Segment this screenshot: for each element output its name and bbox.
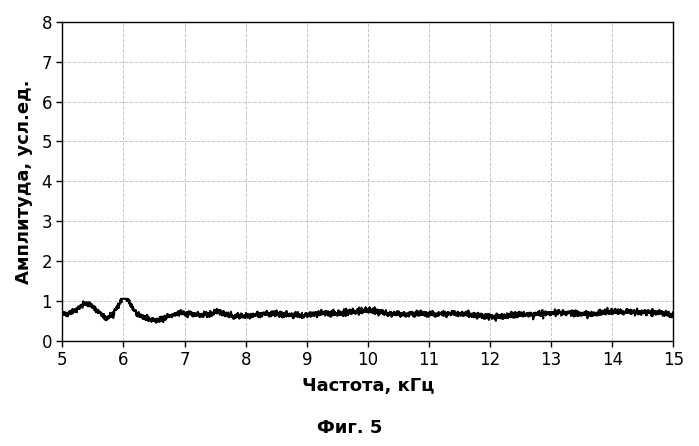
X-axis label: Частота, кГц: Частота, кГц bbox=[302, 377, 434, 395]
Text: Фиг. 5: Фиг. 5 bbox=[317, 419, 382, 437]
Y-axis label: Амплитуда, усл.ед.: Амплитуда, усл.ед. bbox=[15, 79, 33, 284]
